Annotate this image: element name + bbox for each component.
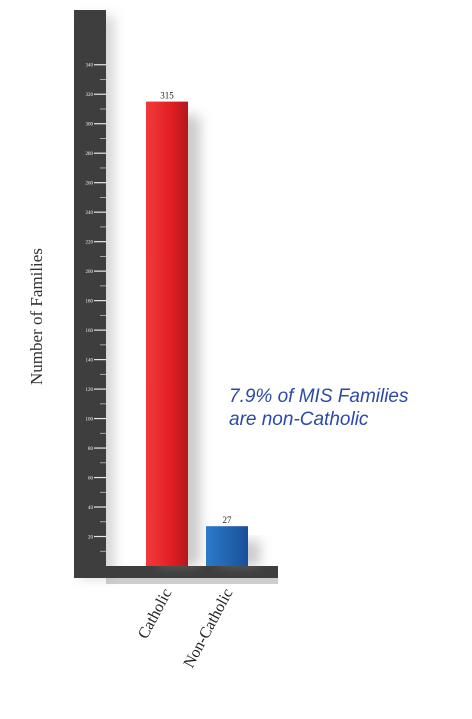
y-tick-label: 240 — [86, 211, 94, 216]
y-tick-label: 220 — [86, 240, 94, 245]
bar-catholic — [146, 101, 188, 566]
y-tick-label: 300 — [86, 123, 94, 128]
y-tick-label: 260 — [86, 181, 94, 186]
y-tick-label: 180 — [86, 299, 94, 304]
y-tick-label: 320 — [86, 93, 94, 98]
bars: 315 27 — [146, 91, 260, 566]
y-axis-label: Number of Families — [27, 248, 46, 385]
y-tick-label: 200 — [86, 270, 94, 275]
annotation-line-2: are non-Catholic — [229, 409, 369, 430]
y-tick-label: 160 — [86, 329, 94, 334]
axis-ruler — [74, 10, 278, 584]
annotation-line-1: 7.9% of MIS Families — [229, 386, 409, 407]
y-axis-ticks: 20 40 60 80 100 120 140 160 180 200 220 240 260 280 30… — [86, 64, 106, 552]
y-tick-label: 60 — [88, 476, 94, 481]
y-tick-label: 100 — [86, 417, 94, 422]
y-tick-label: 280 — [86, 152, 94, 157]
y-tick-label: 80 — [88, 447, 94, 452]
y-tick-label: 120 — [86, 388, 94, 393]
y-tick-label: 40 — [88, 506, 94, 511]
y-tick-label: 140 — [86, 358, 94, 363]
data-label-non-catholic: 27 — [223, 515, 233, 525]
data-label-catholic: 315 — [160, 91, 174, 101]
x-tick-label-catholic: Catholic — [135, 586, 175, 642]
y-tick-label: 20 — [88, 535, 94, 540]
x-tick-label-non-catholic: Non-Catholic — [181, 586, 237, 671]
bar-non-catholic — [206, 526, 248, 566]
annotation: 7.9% of MIS Families are non-Catholic — [229, 385, 469, 431]
y-tick-label: 340 — [86, 64, 94, 69]
